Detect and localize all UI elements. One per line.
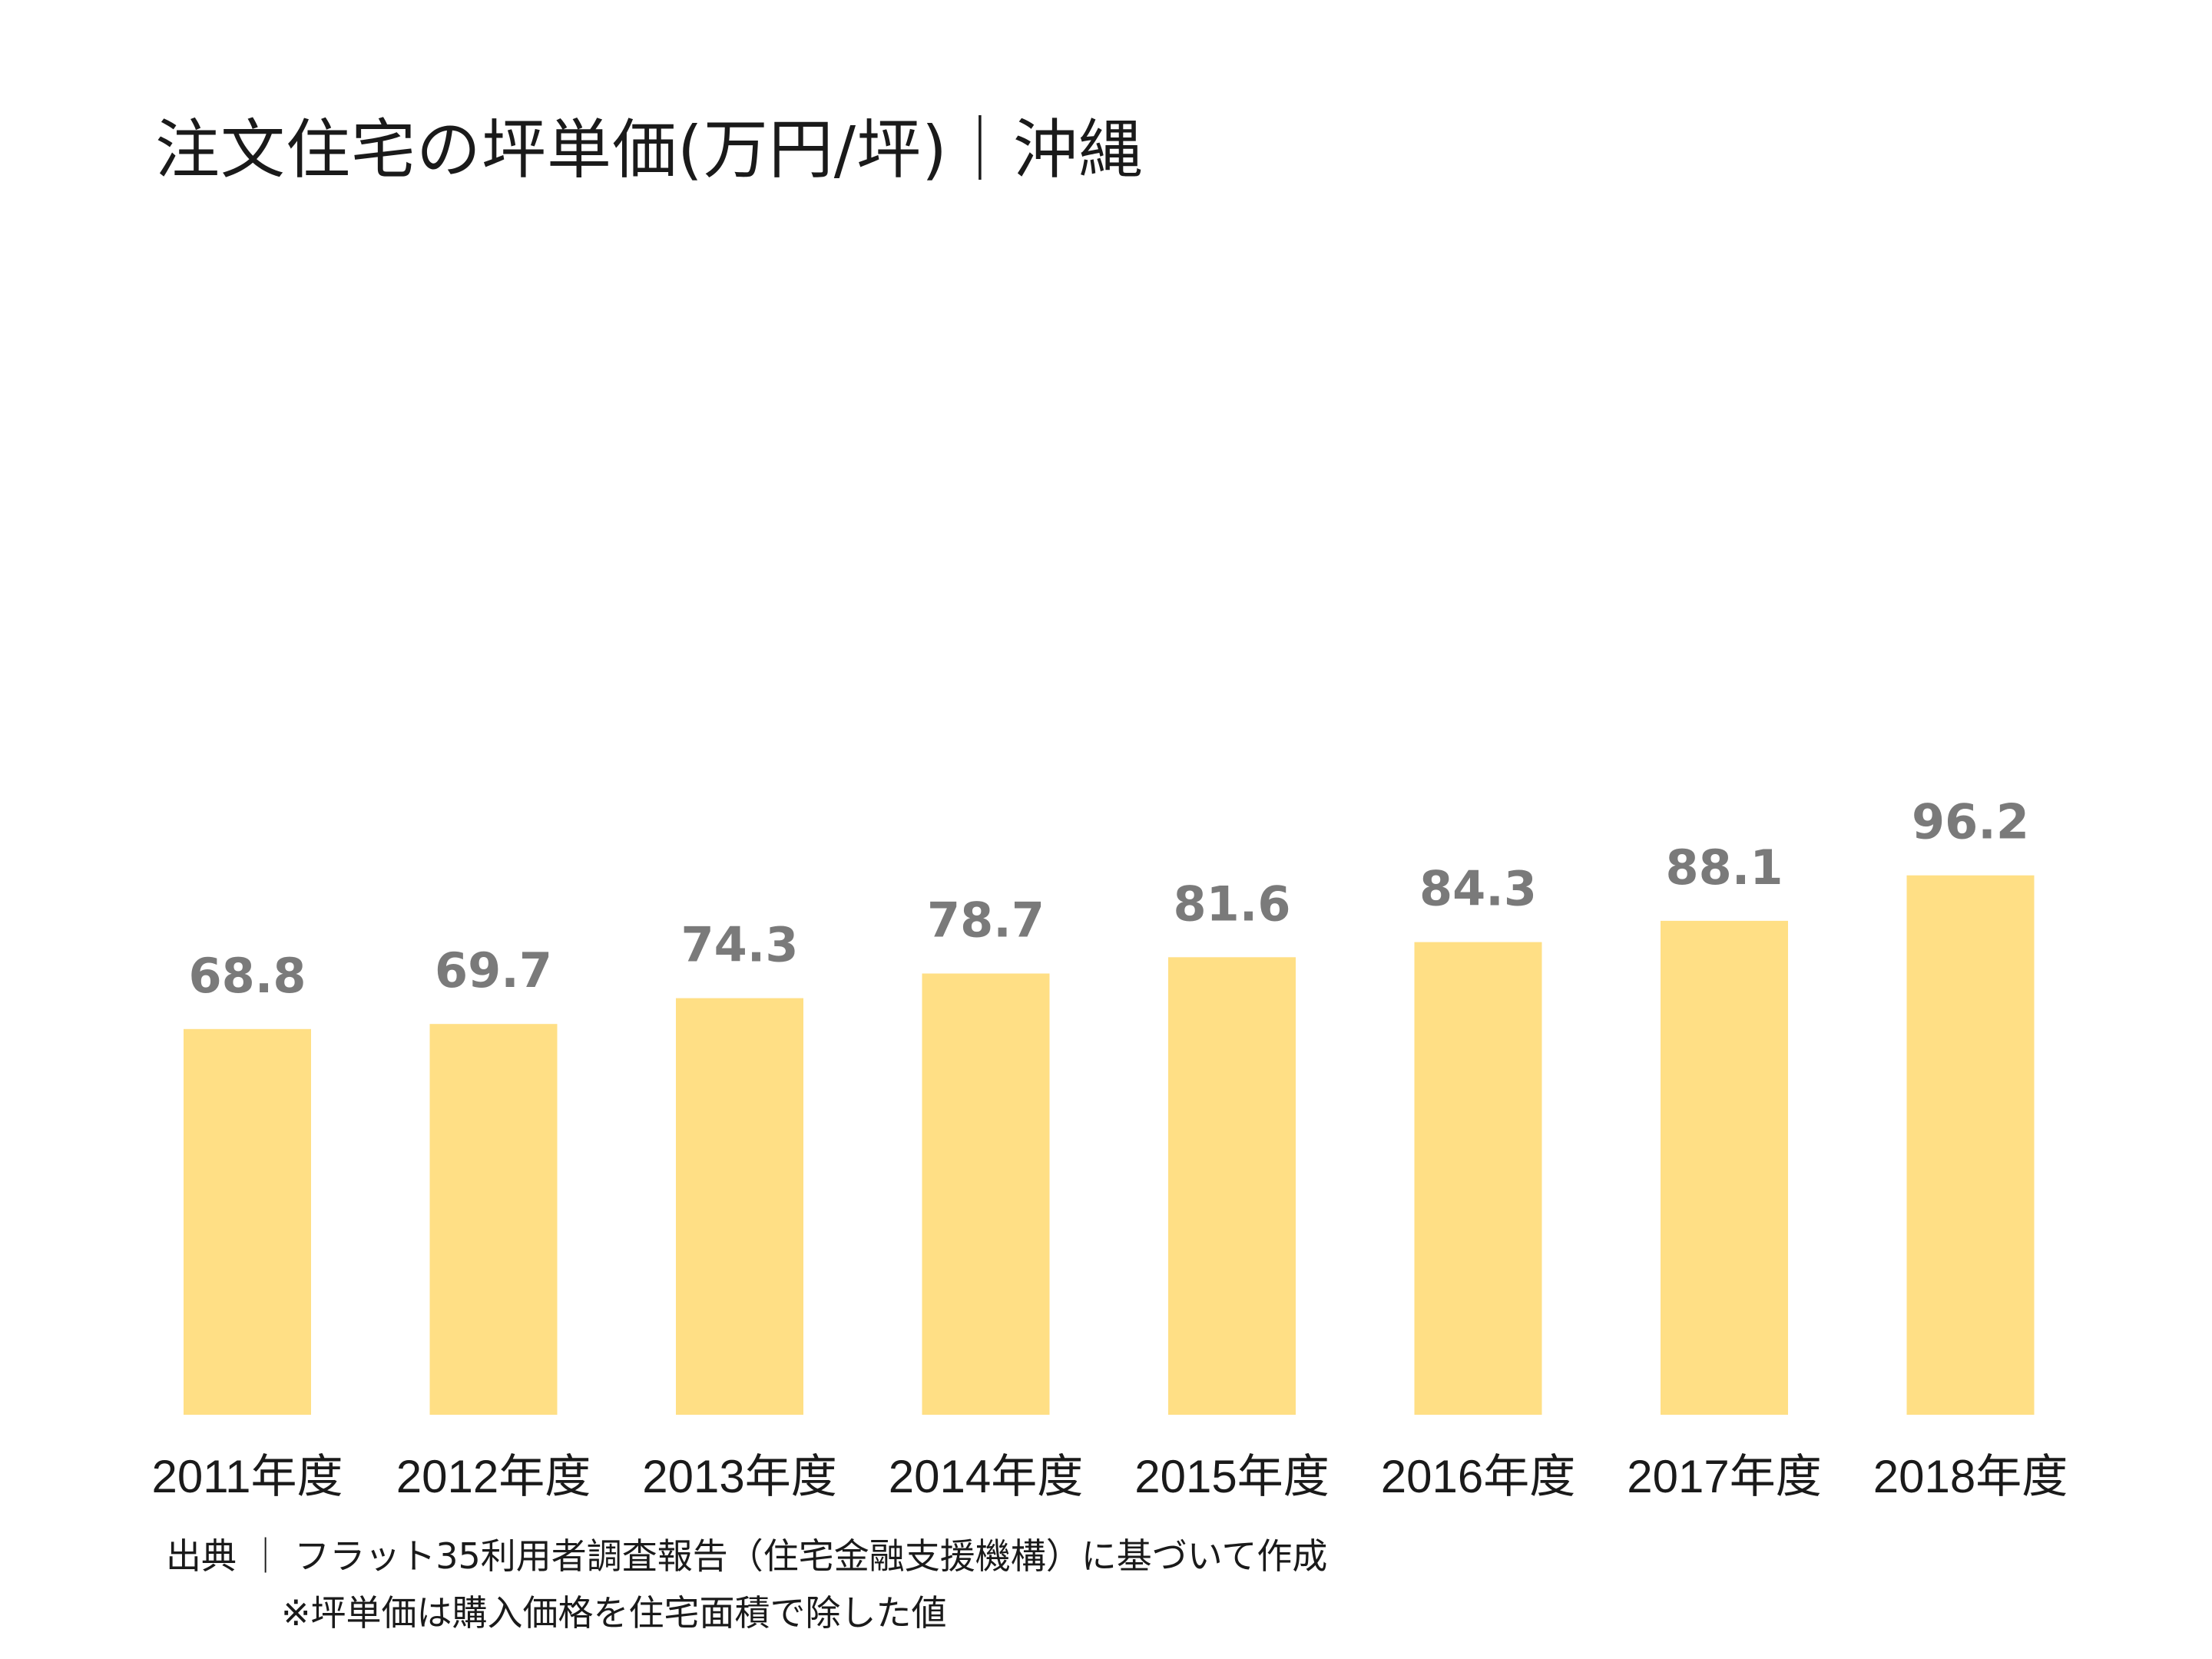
bar-2018年度 bbox=[1906, 875, 2035, 1415]
x-tick-label-2015年度: 2015年度 bbox=[1134, 1451, 1329, 1502]
bar-2017年度 bbox=[1661, 920, 1788, 1415]
data-label-2011年度: 68.8 bbox=[189, 948, 306, 1004]
x-tick-label-2011年度: 2011年度 bbox=[151, 1451, 343, 1502]
x-tick-label-2014年度: 2014年度 bbox=[889, 1451, 1083, 1502]
data-label-2018年度: 96.2 bbox=[1912, 794, 2029, 850]
chart-title: 注文住宅の坪単価(万円/坪)｜沖縄 bbox=[155, 112, 1144, 187]
formula-note: ※坪単価は購入価格を住宅面積で除した値 bbox=[281, 1592, 947, 1634]
x-tick-label-2017年度: 2017年度 bbox=[1627, 1451, 1821, 1502]
x-axis-tick-labels: 2011年度 2012年度 2013年度 2014年度 2015年度 2016年度 2017… bbox=[151, 1451, 2068, 1502]
x-tick-label-2018年度: 2018年度 bbox=[1873, 1451, 2068, 1502]
data-label-2012年度: 69.7 bbox=[435, 942, 552, 998]
data-label-2014年度: 78.7 bbox=[927, 892, 1045, 949]
bar-2016年度 bbox=[1414, 942, 1542, 1415]
source-note: 出典 ｜ フラット35利用者調査報告（住宅金融支援機構）に基づいて作成 bbox=[166, 1535, 1328, 1577]
bar-2015年度 bbox=[1168, 957, 1296, 1415]
x-tick-label-2012年度: 2012年度 bbox=[396, 1451, 591, 1502]
x-tick-label-2016年度: 2016年度 bbox=[1381, 1451, 1575, 1502]
data-labels-layer: 68.8 69.7 74.3 78.7 81.6 84.3 88.1 96.2 bbox=[189, 794, 2029, 1004]
bar-2011年度 bbox=[184, 1028, 311, 1415]
bar-2012年度 bbox=[429, 1024, 558, 1415]
data-label-2015年度: 81.6 bbox=[1174, 876, 1291, 932]
bar-2013年度 bbox=[676, 998, 803, 1415]
data-label-2016年度: 84.3 bbox=[1419, 861, 1537, 917]
bar-2014年度 bbox=[922, 973, 1050, 1415]
bars-layer bbox=[184, 875, 2035, 1415]
data-label-2017年度: 88.1 bbox=[1666, 839, 1783, 896]
x-tick-label-2013年度: 2013年度 bbox=[642, 1451, 836, 1502]
data-label-2013年度: 74.3 bbox=[681, 917, 799, 973]
